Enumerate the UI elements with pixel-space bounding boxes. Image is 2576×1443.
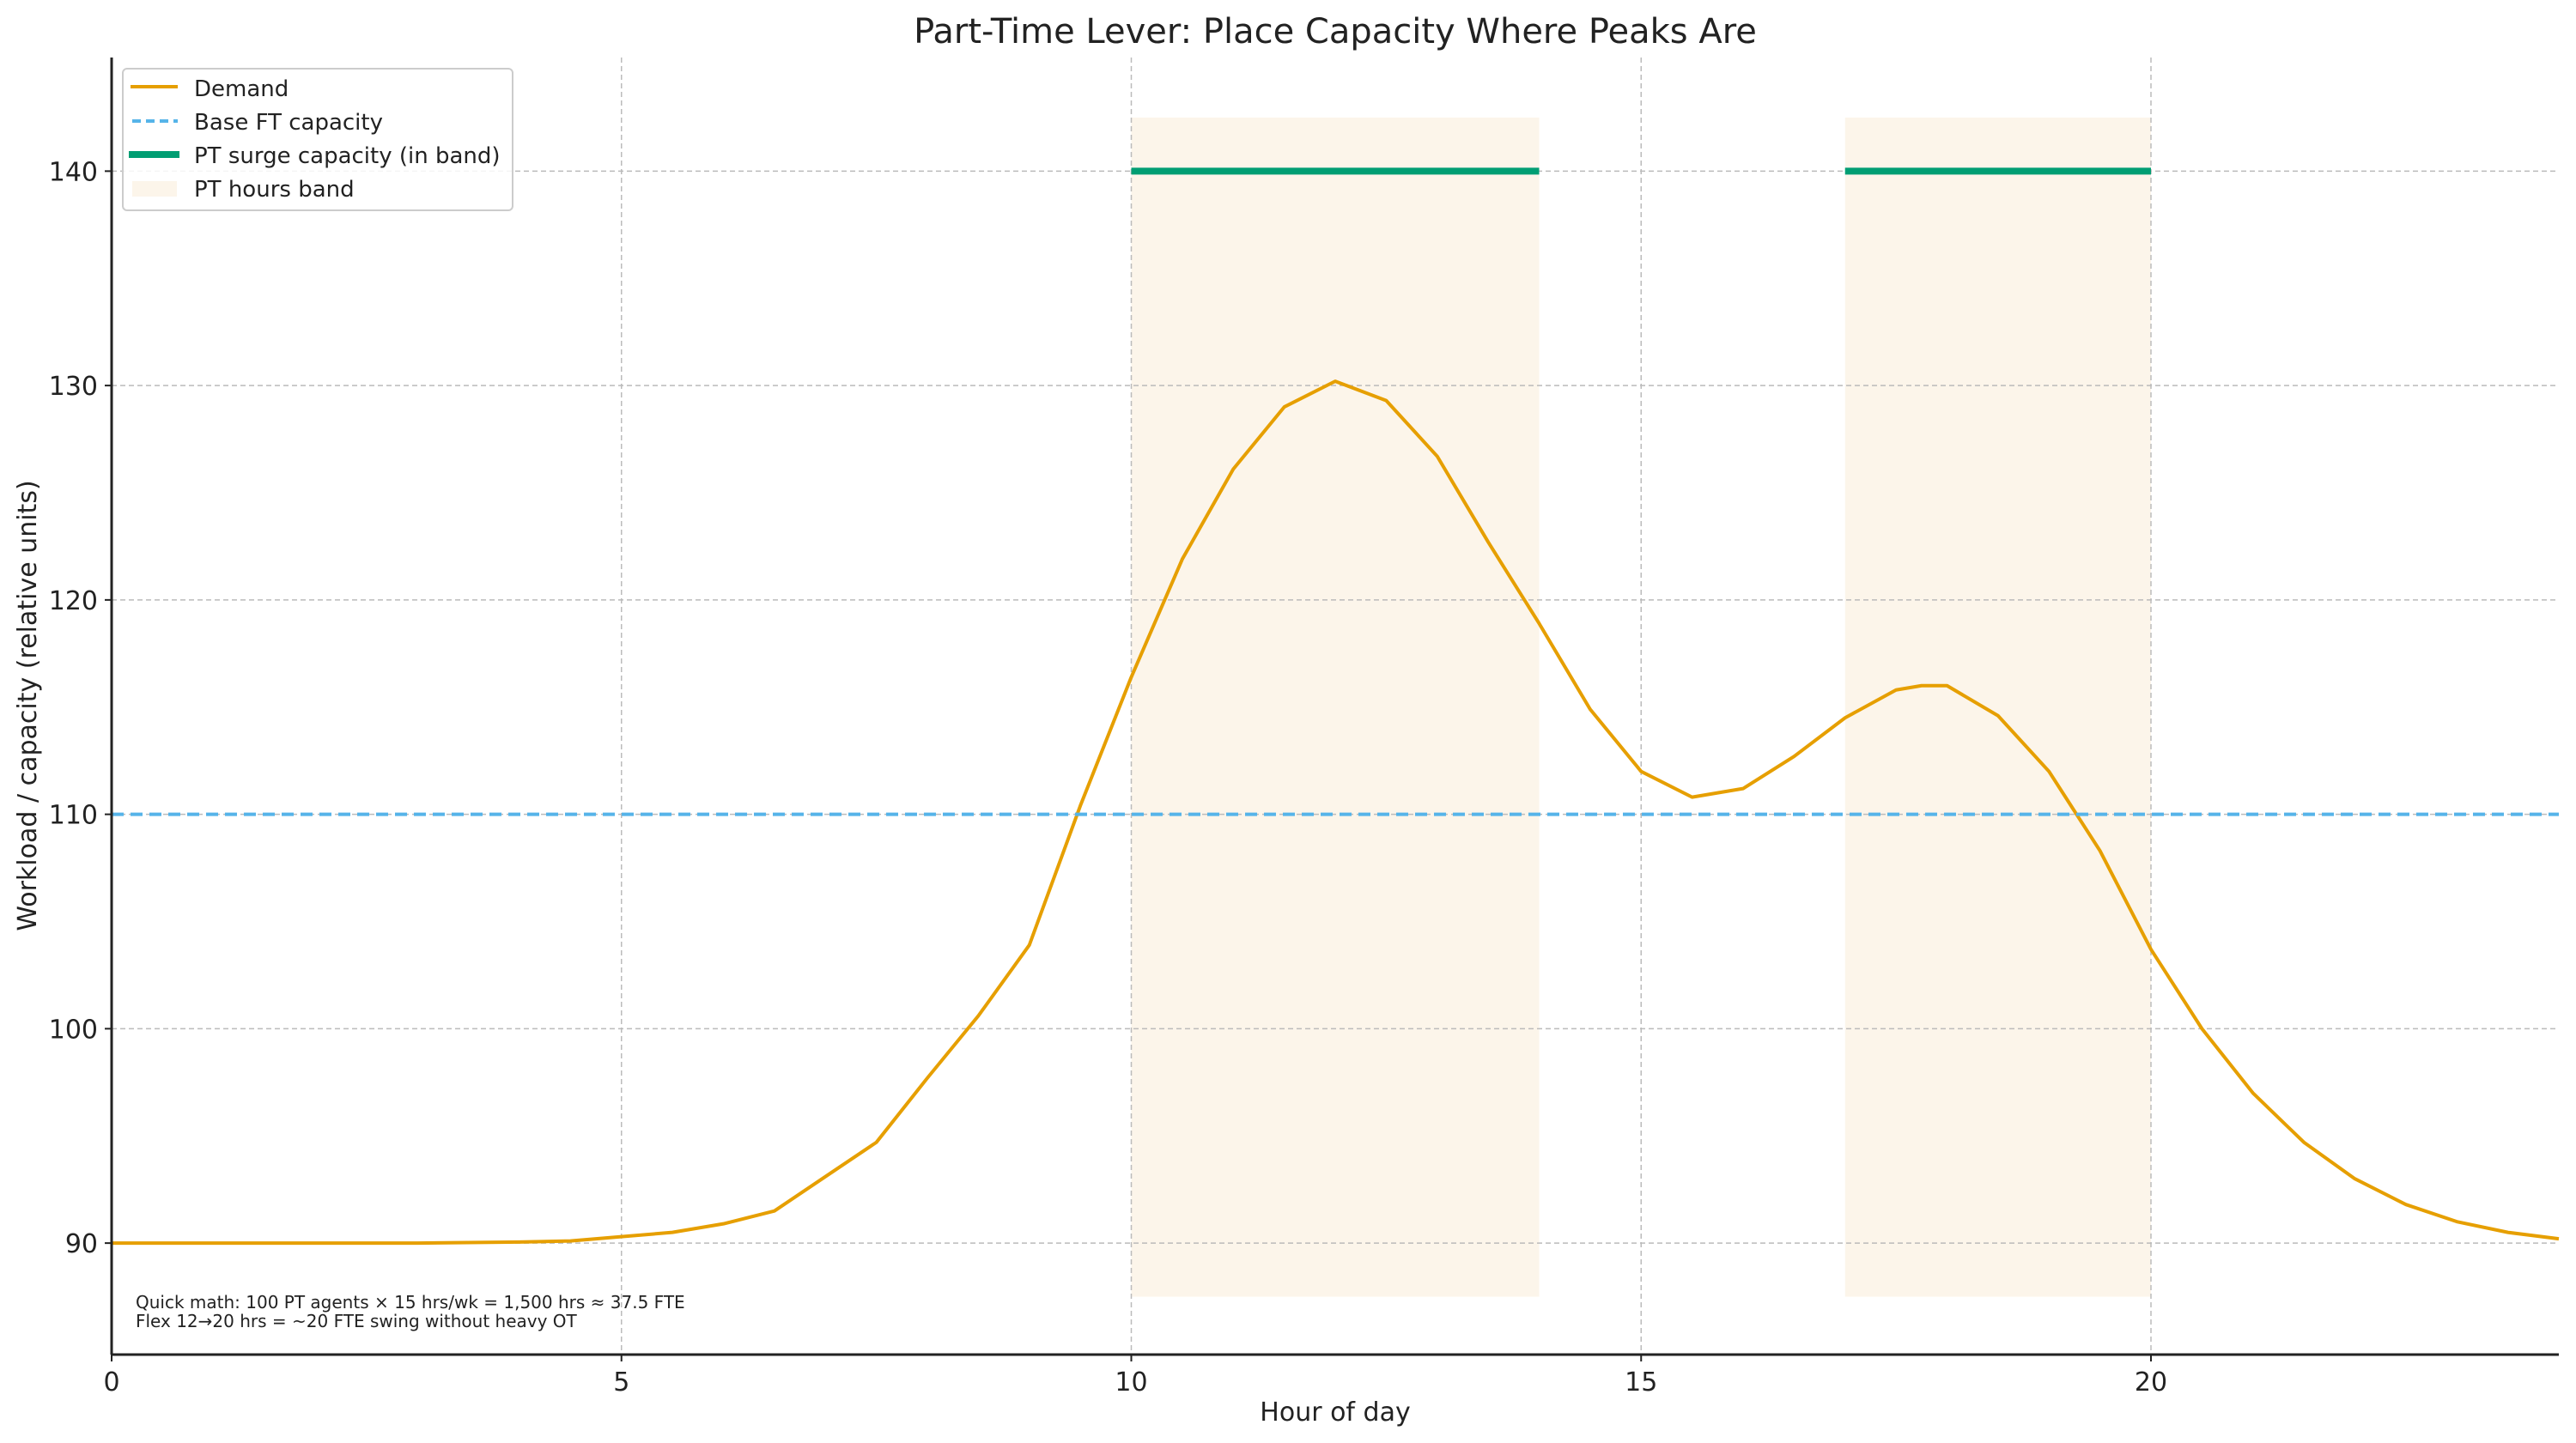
series-lines	[112, 167, 2560, 1246]
y-axis-label: Workload / capacity (relative units)	[13, 480, 43, 931]
legend-label-base: Base FT capacity	[194, 110, 383, 136]
x-tick-label: 5	[613, 1367, 629, 1398]
pt-bands	[1131, 117, 2151, 1297]
legend-swatch-band	[132, 181, 177, 197]
y-tick-label: 90	[65, 1229, 98, 1259]
y-tick-label: 120	[49, 586, 98, 616]
demand-line	[112, 379, 2560, 1246]
x-tick-label: 15	[1625, 1367, 1657, 1398]
legend: Demand Base FT capacity PT surge capacit…	[122, 68, 513, 211]
legend-label-demand: Demand	[194, 76, 289, 102]
pt-hours-band	[1844, 117, 2151, 1297]
y-tick-label: 130	[49, 372, 98, 402]
y-tick-label: 100	[49, 1015, 98, 1045]
pt-hours-band	[1131, 117, 1540, 1297]
annotation-line-1: Quick math: 100 PT agents × 15 hrs/wk = …	[136, 1292, 685, 1313]
y-tick-label: 110	[49, 801, 98, 831]
x-tick-label: 20	[2135, 1367, 2167, 1398]
x-tick-label: 10	[1115, 1367, 1147, 1398]
chart-title: Part-Time Lever: Place Capacity Where Pe…	[914, 12, 1757, 52]
legend-label-surge: PT surge capacity (in band)	[194, 143, 501, 169]
legend-label-band: PT hours band	[194, 177, 355, 203]
x-tick-label: 0	[103, 1367, 119, 1398]
x-axis-label: Hour of day	[1260, 1398, 1410, 1428]
annotation-line-2: Flex 12→20 hrs = ~20 FTE swing without h…	[136, 1311, 578, 1331]
y-tick-label: 140	[49, 157, 98, 187]
axes: 0 5 10 15 20 90 100 110 120 130 140	[49, 58, 2559, 1398]
